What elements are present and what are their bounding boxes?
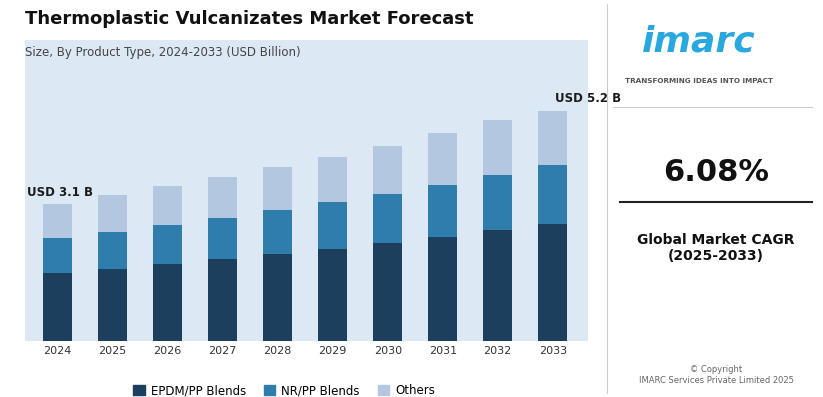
Bar (44, 273, 72, 341)
Text: 6.08%: 6.08% (663, 158, 769, 187)
Bar (429, 185, 457, 237)
Bar (374, 194, 402, 243)
Bar (538, 224, 567, 341)
Bar (44, 238, 72, 273)
Bar (99, 269, 127, 341)
Bar (99, 232, 127, 269)
Bar (153, 225, 182, 264)
Bar (153, 186, 182, 225)
Bar (483, 231, 512, 341)
Bar (374, 146, 402, 194)
Bar (483, 175, 512, 231)
Bar (429, 133, 457, 185)
Text: © Copyright
IMARC Services Private Limited 2025: © Copyright IMARC Services Private Limit… (639, 366, 793, 385)
Bar (319, 249, 347, 341)
Legend: EPDM/PP Blends, NR/PP Blends, Others: EPDM/PP Blends, NR/PP Blends, Others (128, 380, 439, 397)
Bar (99, 195, 127, 232)
Bar (208, 218, 237, 259)
Text: Global Market CAGR
(2025-2033): Global Market CAGR (2025-2033) (637, 233, 795, 263)
Bar (44, 204, 72, 238)
Text: TRANSFORMING IDEAS INTO IMPACT: TRANSFORMING IDEAS INTO IMPACT (625, 78, 773, 85)
Bar (208, 177, 237, 218)
Text: Size, By Product Type, 2024-2033 (USD Billion): Size, By Product Type, 2024-2033 (USD Bi… (25, 46, 300, 59)
Bar (429, 237, 457, 341)
Bar (538, 111, 567, 165)
Bar (538, 165, 567, 224)
Text: imarc: imarc (642, 25, 756, 59)
Bar (319, 157, 347, 202)
Text: USD 3.1 B: USD 3.1 B (27, 185, 94, 198)
Text: Thermoplastic Vulcanizates Market Forecast: Thermoplastic Vulcanizates Market Foreca… (25, 10, 473, 28)
Bar (263, 210, 292, 254)
Bar (263, 254, 292, 341)
Bar (483, 119, 512, 175)
Text: USD 5.2 B: USD 5.2 B (556, 93, 621, 105)
Bar (319, 202, 347, 249)
Bar (263, 167, 292, 210)
Bar (374, 243, 402, 341)
Bar (208, 259, 237, 341)
Bar (153, 264, 182, 341)
